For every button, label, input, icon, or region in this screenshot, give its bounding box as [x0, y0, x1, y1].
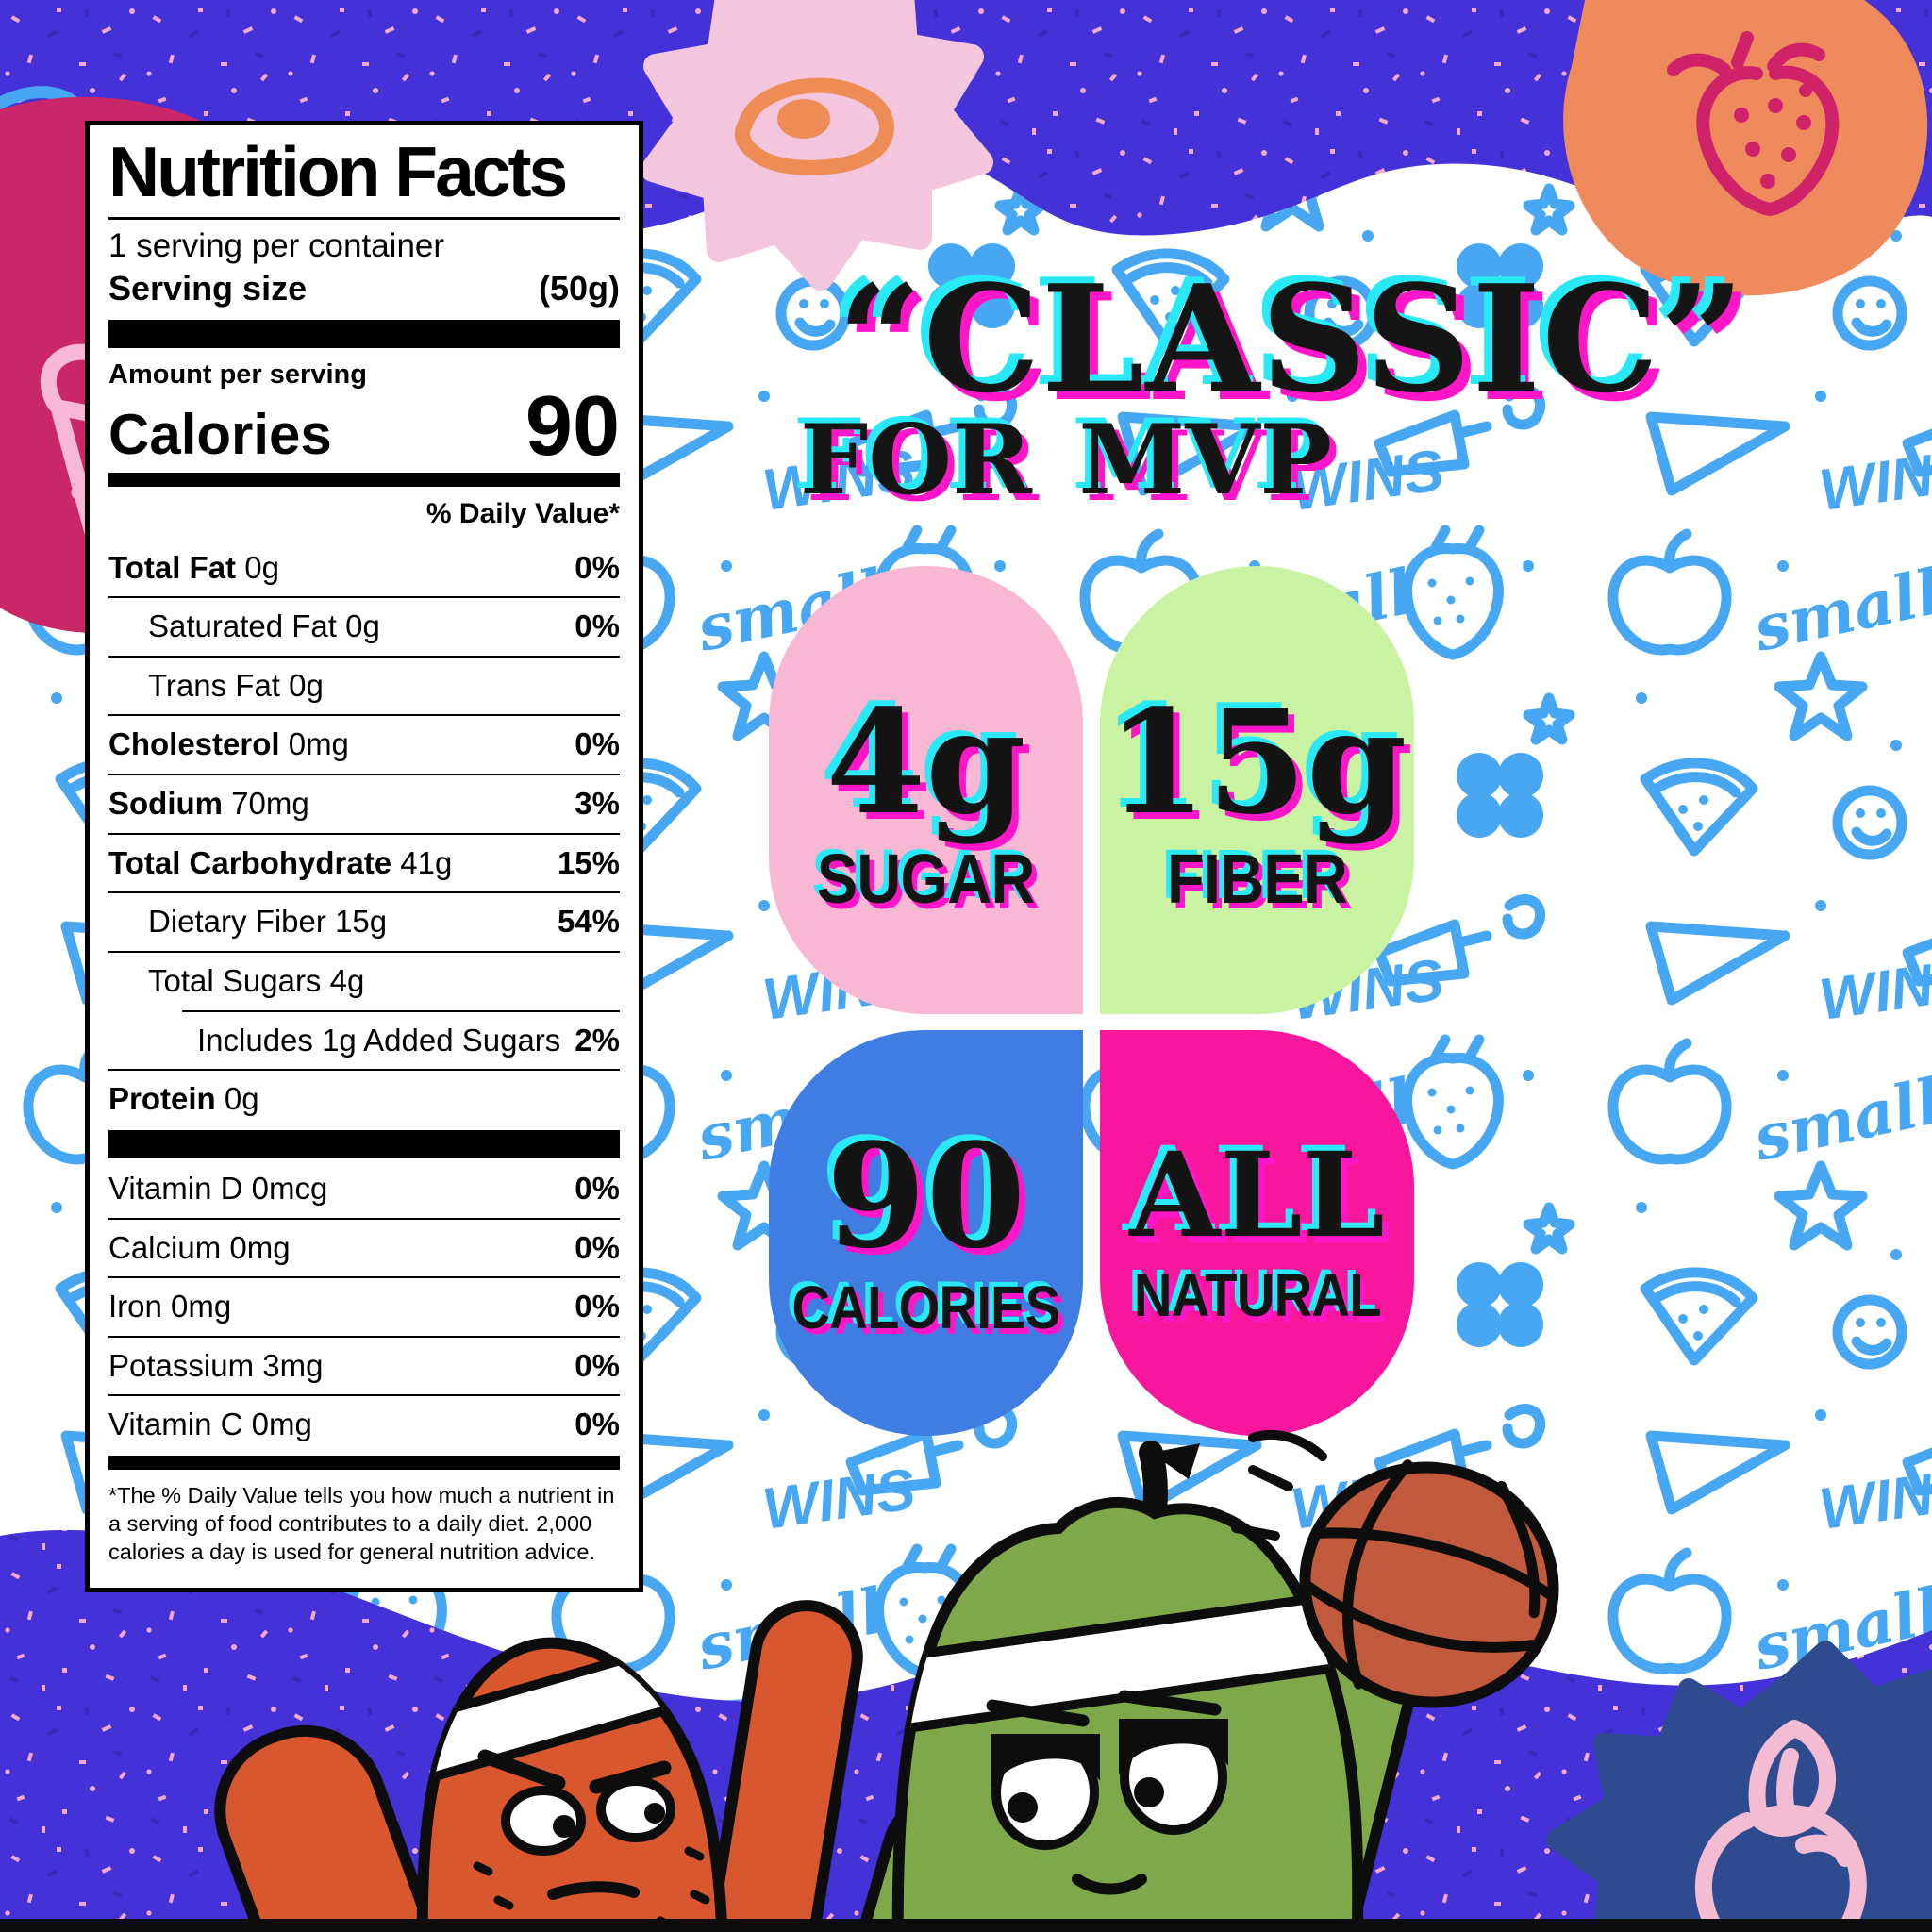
nutrient-row: Cholesterol 0mg 0%	[108, 714, 620, 774]
headline-for-mvp: FOR MVP	[799, 404, 1333, 517]
thick-divider	[108, 320, 620, 348]
nutrient-row: Total Sugars 4g	[108, 950, 620, 1010]
micronutrient-row: Potassium 3mg 0%	[108, 1335, 620, 1395]
spin-motion-lines	[1231, 1430, 1327, 1541]
serving-size-value: (50g)	[538, 269, 620, 308]
amount-per-serving: Amount per serving	[108, 359, 367, 390]
micronutrient-row: Iron 0mg 0%	[108, 1276, 620, 1336]
daily-value-header: % Daily Value*	[425, 497, 620, 529]
calories-label: Calories	[108, 402, 332, 466]
nutrient-row: Trans Fat 0g	[108, 655, 620, 715]
apple-face	[986, 1690, 1228, 1895]
bottom-edge-strip	[0, 1919, 1932, 1932]
nutrition-facts-label: Nutrition Facts 1 serving per container …	[85, 121, 643, 1592]
pink-starburst	[641, 0, 993, 291]
badge-calories-label: CALORIES	[791, 1274, 1061, 1342]
peach-icon	[1694, 1720, 1867, 1932]
headline-classic: “CLASSIC”	[837, 253, 1746, 425]
badge-fiber-label: FIBER	[1167, 839, 1348, 918]
eye-icon	[734, 77, 894, 175]
nutrient-row: Includes 1g Added Sugars 2%	[182, 1009, 620, 1070]
badge-natural: ALL NATURAL	[1100, 1030, 1414, 1436]
badge-sugar-label: SUGAR	[817, 839, 1036, 918]
grumpy-orange-character	[214, 1600, 863, 1932]
nutrient-row: Dietary Fiber 15g 54%	[108, 891, 620, 951]
thick-divider	[108, 1129, 620, 1158]
servings-per-container: 1 serving per container	[108, 227, 445, 264]
strawberry-icon	[1667, 31, 1840, 216]
badge-natural-label: NATURAL	[1133, 1260, 1382, 1329]
micronutrient-row: Vitamin D 0mcg 0%	[108, 1170, 620, 1206]
nutrient-row: Protein 0g	[108, 1069, 620, 1128]
basketball-icon	[1231, 1430, 1559, 1708]
micronutrient-row: Calcium 0mg 0%	[108, 1217, 620, 1277]
nutrition-title: Nutrition Facts	[108, 137, 620, 220]
micronutrient-row: Vitamin C 0mg 0%	[108, 1394, 620, 1454]
orange-blob	[1563, 0, 1928, 296]
nutrient-row: Total Fat 0g 0%	[108, 549, 620, 585]
badge-calories-value: 90	[825, 1110, 1026, 1280]
badge-natural-value: ALL	[1129, 1127, 1385, 1265]
medium-divider	[108, 1456, 620, 1471]
cool-green-apple-character	[840, 1441, 1424, 1932]
calories-row: Calories 90	[108, 379, 620, 474]
orange-face	[473, 1749, 710, 1931]
serving-size-label: Serving size	[108, 269, 308, 308]
daily-value-footnote: *The % Daily Value tells you how much a …	[108, 1483, 615, 1565]
badge-fiber: 15g FIBER	[1100, 566, 1414, 1014]
badge-sugar: 4g SUGAR	[769, 566, 1083, 1014]
calories-value: 90	[525, 379, 620, 474]
badge-sugar-value: 4g	[825, 677, 1026, 847]
nutrient-row: Total Carbohydrate 41g 15%	[108, 832, 620, 892]
badge-calories: 90 CALORIES	[769, 1030, 1083, 1436]
medium-divider	[108, 472, 620, 487]
serving-size-row: Serving size (50g)	[108, 265, 620, 318]
nutrient-row: Sodium 70mg 3%	[108, 774, 620, 833]
badge-fiber-value: 15g	[1107, 677, 1407, 847]
navy-starburst	[1546, 1641, 1932, 1932]
nutrient-row: Saturated Fat 0g 0%	[108, 596, 620, 656]
